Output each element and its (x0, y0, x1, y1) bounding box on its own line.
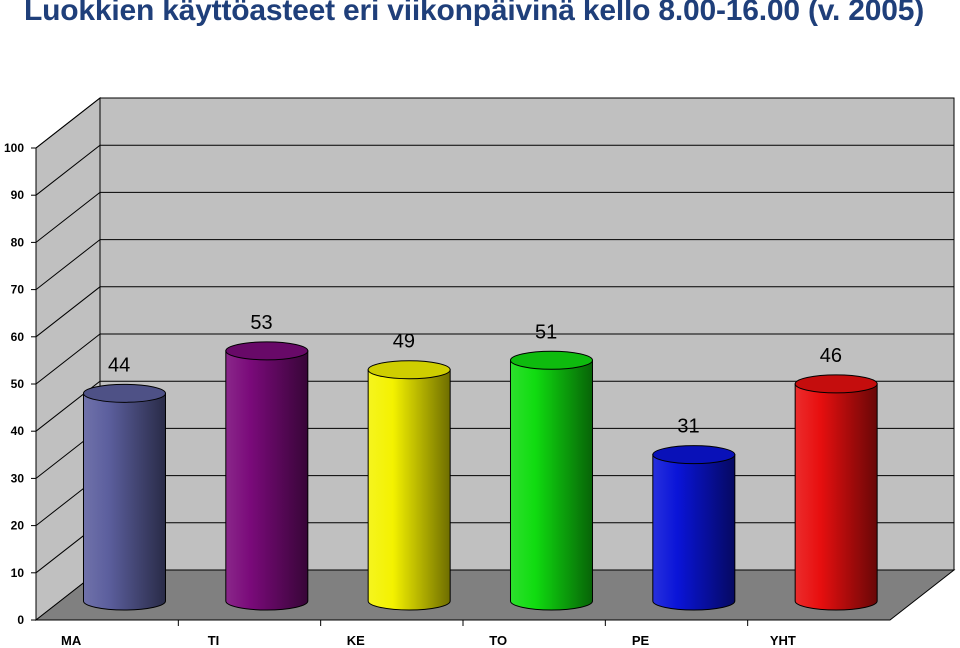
bar-yht (794, 374, 878, 611)
gridline (35, 286, 954, 338)
gridline (35, 333, 954, 385)
gridline (35, 191, 954, 243)
bar-top (794, 374, 878, 394)
y-tick-label: 40 (11, 424, 25, 438)
bar-body (367, 369, 451, 611)
bar-to (509, 350, 593, 611)
bar-ke (367, 360, 451, 611)
x-tick-label-ti: TI (208, 633, 220, 648)
bar-ti (225, 341, 309, 611)
y-tick-label: 30 (11, 471, 25, 485)
x-axis-ticks: MA TI KE TO PE YHT (36, 619, 890, 648)
data-label-ti: 53 (250, 312, 272, 334)
bar-top (652, 445, 736, 465)
y-tick-label: 90 (11, 188, 25, 202)
x-tick-label-yht: YHT (770, 633, 796, 648)
bar-ma (82, 383, 166, 611)
gridline (35, 239, 954, 290)
gridline (35, 144, 954, 196)
bar-top (82, 383, 166, 403)
y-tick-label: 70 (11, 283, 25, 297)
data-label-pe: 31 (677, 416, 699, 438)
page-title: Luokkien käyttöasteet eri viikonpäivinä … (24, 0, 924, 27)
x-tick-label-pe: PE (632, 633, 650, 648)
x-tick-label-ke: KE (347, 633, 365, 648)
bar-top (367, 360, 451, 380)
x-tick-label-ma: MA (61, 633, 82, 648)
bar-top (509, 350, 593, 370)
data-label-yht: 46 (820, 345, 842, 367)
gridline (35, 380, 954, 432)
data-label-to: 51 (535, 321, 557, 343)
y-tick-label: 100 (4, 141, 24, 155)
bar-body (794, 383, 878, 611)
data-label-ke: 49 (393, 331, 415, 353)
data-label-ma: 44 (108, 354, 130, 376)
y-tick-label: 50 (11, 377, 25, 391)
x-tick-label-to: TO (489, 633, 507, 648)
y-tick-label: 20 (11, 519, 25, 533)
bar-body (652, 454, 736, 611)
y-tick-label: 0 (17, 613, 24, 627)
gridline (35, 97, 954, 149)
bar-body (82, 392, 166, 611)
y-axis-ticks: 0 10 20 30 40 50 60 70 80 90 100 (4, 141, 37, 627)
bar-body (509, 359, 593, 611)
y-tick-label: 10 (11, 566, 25, 580)
chart-bars: 44 53 49 51 31 46 (82, 312, 878, 611)
y-tick-label: 80 (11, 235, 25, 249)
y-tick-label: 60 (11, 330, 25, 344)
bar-top (225, 341, 309, 361)
bar-body (225, 350, 309, 611)
bar-pe (652, 445, 736, 611)
